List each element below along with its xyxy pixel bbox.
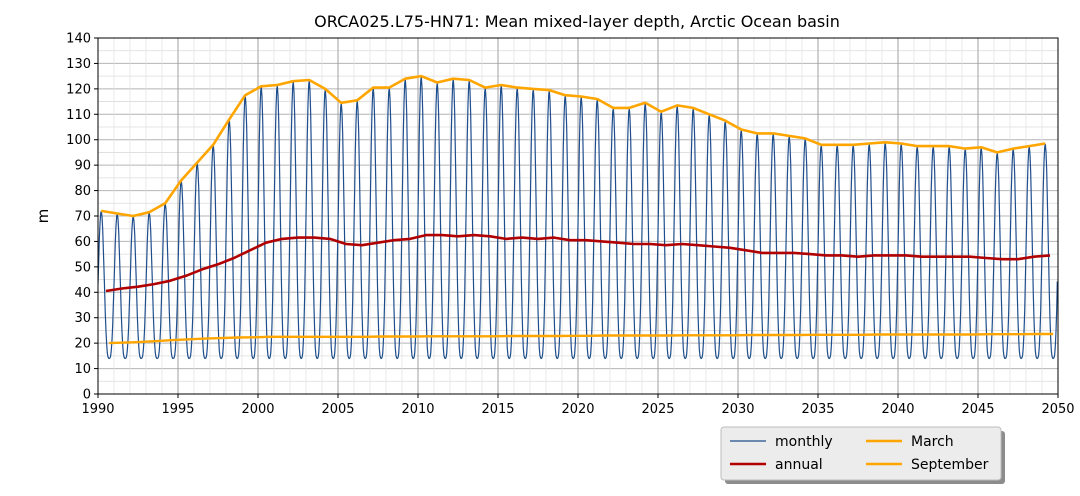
y-tick-label: 40: [74, 286, 91, 301]
plot-area: [98, 74, 1058, 360]
x-tick-label: 2035: [801, 402, 834, 417]
y-tick-label: 30: [74, 311, 91, 326]
y-tick-label: 140: [66, 32, 91, 47]
series-annual-line: [105, 233, 1051, 293]
x-tick-label: 2040: [881, 402, 914, 417]
x-tick-label: 2005: [321, 402, 354, 417]
y-tick-label: 20: [74, 337, 91, 352]
x-tick-label: 1990: [81, 402, 114, 417]
x-tick-label: 2030: [721, 402, 754, 417]
x-tick-label: 2015: [481, 402, 514, 417]
y-axis-label: m: [34, 209, 52, 224]
series-september-line: [109, 332, 1054, 345]
y-tick-label: 100: [66, 133, 91, 148]
x-tick-label: 2025: [641, 402, 674, 417]
y-tick-label: 70: [74, 210, 91, 225]
x-tick-label: 2000: [241, 402, 274, 417]
x-tick-label: 2050: [1041, 402, 1074, 417]
y-tick-label: 120: [66, 82, 91, 97]
y-tick-label: 10: [74, 362, 91, 377]
y-tick-label: 80: [74, 184, 91, 199]
series-march-line: [100, 74, 1046, 218]
legend-box: [720, 426, 1002, 481]
legend-label-monthly: monthly: [775, 434, 833, 450]
legend-label-annual: annual: [775, 457, 823, 473]
x-tick-label: 2010: [401, 402, 434, 417]
x-tick-label: 2020: [561, 402, 594, 417]
y-tick-label: 0: [83, 388, 91, 403]
x-tick-label: 2045: [961, 402, 994, 417]
chart-title: ORCA025.L75-HN71: Mean mixed-layer depth…: [314, 12, 840, 31]
x-tick-label: 1995: [161, 402, 194, 417]
y-tick-label: 60: [74, 235, 91, 250]
y-tick-label: 130: [66, 57, 91, 72]
series-monthly-line: [98, 76, 1058, 360]
y-tick-label: 90: [74, 159, 91, 174]
legend: monthly annual March September: [720, 426, 1005, 484]
legend-label-september: September: [911, 457, 989, 473]
y-tick-label: 50: [74, 260, 91, 275]
legend-label-march: March: [911, 434, 954, 450]
y-tick-label: 110: [66, 108, 91, 123]
